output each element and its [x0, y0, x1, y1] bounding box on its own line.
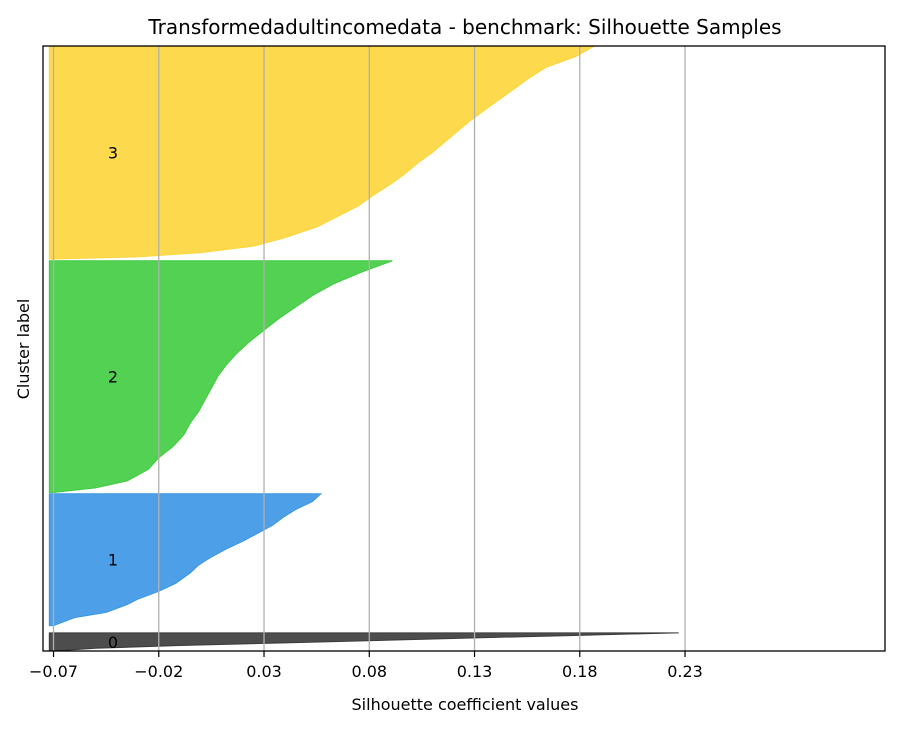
x-axis-label: Silhouette coefficient values: [352, 695, 579, 714]
cluster-0-silhouette-area: [48, 632, 679, 652]
cluster-1-silhouette-area: [48, 493, 323, 627]
x-tick-label: 0.03: [246, 662, 282, 681]
x-axis: −0.07 −0.02 0.03 0.08 0.13 0.18 0.23: [29, 651, 703, 681]
plot-frame: [42, 45, 886, 652]
cluster-label-2: 2: [108, 368, 118, 387]
cluster-label-1: 1: [108, 551, 118, 570]
x-tick-label: 0.18: [562, 662, 598, 681]
cluster-2-silhouette-area: [48, 260, 393, 493]
cluster-3-silhouette-area: [48, 45, 597, 260]
y-axis-label: Cluster label: [14, 299, 33, 400]
plot-area: [48, 45, 686, 652]
cluster-label-3: 3: [108, 143, 118, 162]
x-tick-label: 0.08: [351, 662, 387, 681]
x-tick-label: −0.02: [134, 662, 183, 681]
x-tick-label: −0.07: [29, 662, 78, 681]
chart-title: Transformedadultincomedata - benchmark: …: [147, 15, 781, 39]
x-tick-label: 0.23: [667, 662, 703, 681]
cluster-label-0: 0: [108, 633, 118, 652]
x-tick-label: 0.13: [457, 662, 493, 681]
y-axis-cluster-labels: 0 1 2 3: [108, 143, 118, 651]
